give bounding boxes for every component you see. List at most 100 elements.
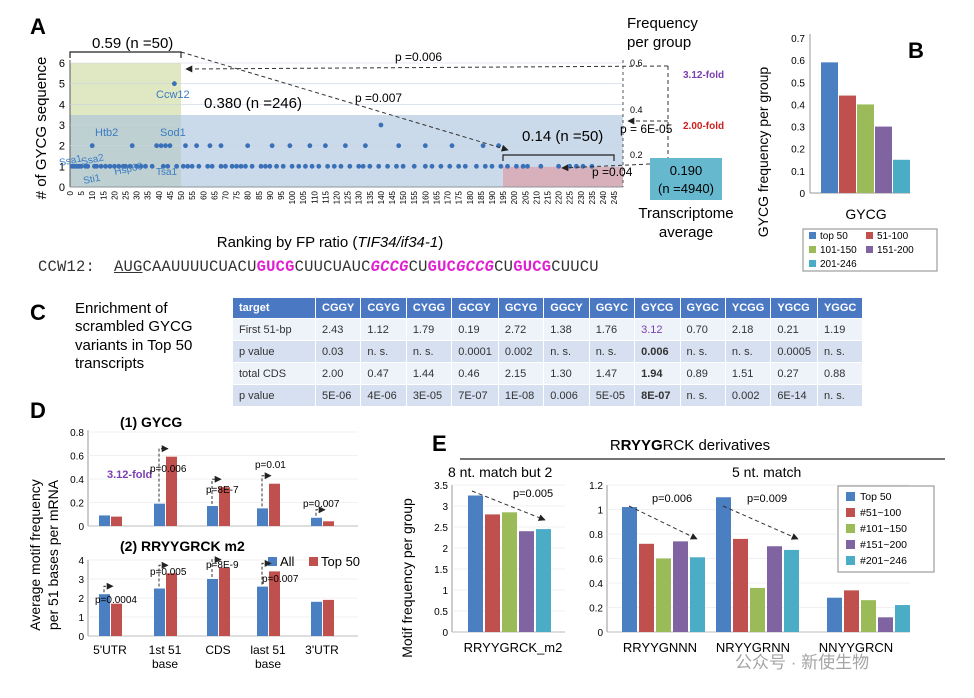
- e-bar: [656, 558, 671, 632]
- d-y-tick: 0: [78, 632, 84, 643]
- d-x-cds: CDS: [205, 643, 230, 657]
- gene-ssa2: Ssa2: [80, 152, 105, 168]
- c-cell: 1.76: [589, 318, 636, 341]
- e1-y-tick: 1: [442, 586, 448, 597]
- a-x-tick: 10: [88, 190, 97, 199]
- b-y-tick: 0.6: [791, 56, 805, 67]
- c-cell: 1.12: [360, 318, 407, 341]
- e-bar: [468, 495, 483, 632]
- c-cell: n. s.: [680, 384, 726, 406]
- e-legend-swatch: [846, 492, 855, 501]
- c-cell: 2.43: [315, 318, 362, 341]
- a-point: [205, 163, 211, 169]
- e1-y-tick: 0.5: [434, 607, 448, 618]
- d-x-last51: last 51: [250, 643, 286, 657]
- a-point: [429, 163, 435, 169]
- a-y-tick: 3: [59, 120, 65, 132]
- sequence-label: CCW12:: [38, 258, 96, 276]
- d-x-5utr: 5'UTR: [93, 643, 127, 657]
- e-group-3: NRYYGRNN: [716, 640, 790, 655]
- c-cell: 0.002: [725, 384, 772, 406]
- e-group-1: RRYYGRCK_m2: [464, 640, 563, 655]
- d-bar: [311, 601, 322, 636]
- sequence-segment: GCCG: [456, 258, 495, 276]
- watermark: 公众号 · 新使生物: [735, 652, 869, 672]
- sequence-segment: CU: [408, 258, 428, 276]
- b-bar: [839, 95, 856, 193]
- c-cell: 1.44: [406, 362, 453, 385]
- d-y-tick: 0.4: [70, 475, 84, 486]
- c-header-cell: GGYC: [589, 298, 636, 319]
- c-cell: 5E-06: [315, 384, 362, 406]
- a-y-tick: 5: [59, 79, 65, 91]
- a-x-tick: 60: [199, 190, 208, 199]
- d-bar: [207, 506, 218, 526]
- c-header-cell: CGGY: [315, 298, 362, 319]
- a-x-tick: 75: [233, 190, 242, 199]
- a-x-tick: 105: [299, 190, 308, 204]
- c-cell: 5E-05: [589, 384, 636, 406]
- b-bar: [875, 126, 892, 193]
- e-legend-swatch: [846, 524, 855, 533]
- d-y-tick: 0.2: [70, 499, 84, 510]
- e-group-2: RRYYGNNN: [623, 640, 697, 655]
- c-cell: 0.46: [451, 362, 499, 385]
- a-point: [378, 122, 384, 128]
- d-bar: [99, 594, 110, 636]
- a-x-tick: 35: [144, 190, 153, 199]
- b-x-label: GYCG: [845, 206, 886, 222]
- d-y-tick: 1: [78, 613, 84, 624]
- a-x-tick: 135: [366, 190, 375, 204]
- a-point: [505, 163, 510, 169]
- a-x-tick: 90: [266, 190, 275, 199]
- gene-htb2: Htb2: [95, 127, 118, 139]
- d1-p-3utr: p=0.007: [303, 499, 340, 510]
- d-x-first51: 1st 51: [149, 643, 182, 657]
- a-point: [94, 163, 100, 169]
- a-x-tick: 200: [510, 190, 519, 204]
- d-arrow: [158, 445, 169, 502]
- a-x-tick: 95: [277, 190, 286, 199]
- e-bar: [519, 531, 534, 632]
- d1-bars: [99, 456, 334, 526]
- c-header-cell: GCYG: [498, 298, 545, 319]
- bottom50-bracket: [502, 154, 615, 161]
- c-cell: 3.12: [634, 318, 681, 341]
- c-table-row: total CDS 2.00 0.47 1.44 0.46 2.15 1.30 1.47 1.9…: [233, 362, 864, 385]
- c-row-label: First 51-bp: [233, 318, 316, 341]
- a-x-tick: 140: [377, 190, 386, 204]
- a-point: [513, 163, 519, 169]
- e-bar: [861, 600, 876, 632]
- sequence-segment: CUUCUAUC: [294, 258, 371, 276]
- avg-label-1: Transcriptome: [638, 205, 733, 222]
- d-legend-all-swatch: [268, 557, 277, 566]
- a-point: [183, 143, 188, 149]
- e-sub-1: 8 nt. match but 2: [448, 464, 552, 480]
- a-y-axis-label: # of GYCG sequence: [33, 57, 50, 200]
- sequence-parts: AUGCAAUUUUCUACUGUCGCUUCUAUCGCCGCUGUCGCCG…: [114, 258, 599, 276]
- d-arrow: [315, 506, 326, 516]
- c-cell: 0.70: [680, 318, 726, 341]
- a-x-tick: 120: [333, 190, 342, 204]
- a-point: [309, 163, 315, 169]
- c-cell: 1.51: [725, 362, 772, 385]
- a-x-tick: 165: [432, 190, 441, 204]
- a-point: [103, 163, 108, 169]
- c-caption-1: Enrichment of: [75, 300, 168, 317]
- a-x-tick: 185: [477, 190, 486, 204]
- a-point: [347, 163, 353, 169]
- e-bar: [673, 541, 688, 632]
- a-x-tick: 210: [532, 190, 541, 204]
- a-x-tick: 160: [421, 190, 430, 204]
- c-table-row: First 51-bp 2.43 1.12 1.79 0.19 2.72 1.38 1.76 3…: [233, 318, 864, 341]
- b-y-tick: 0: [799, 189, 805, 200]
- b-bar: [857, 104, 874, 193]
- c-cell: n. s.: [589, 340, 636, 363]
- a-point: [356, 163, 362, 169]
- c-cell: 0.21: [770, 318, 818, 341]
- a-point: [78, 163, 84, 169]
- a-point: [129, 143, 135, 149]
- a-x-tick: 100: [288, 190, 297, 204]
- panel-label-e: E: [432, 431, 447, 456]
- a-x-tick: 45: [166, 190, 175, 199]
